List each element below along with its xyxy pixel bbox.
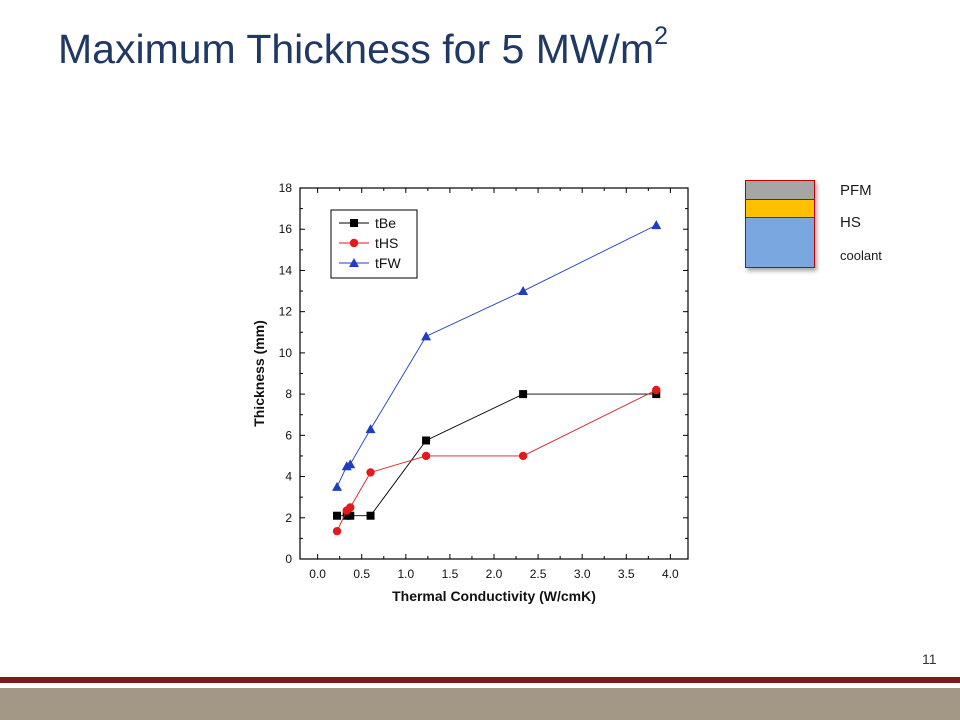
data-point-tHS <box>518 451 528 461</box>
y-tick-label: 4 <box>285 470 292 484</box>
page-number: 11 <box>922 651 937 667</box>
x-tick-label: 1.5 <box>442 567 459 581</box>
legend-label-tHS: tHS <box>375 235 398 251</box>
legend-marker-tHS <box>349 238 359 248</box>
data-point-tBe <box>366 511 375 520</box>
series-line-tBe <box>337 393 657 517</box>
legend-marker-tBe <box>350 219 358 227</box>
legend-box <box>330 209 418 279</box>
y-tick-label: 6 <box>285 428 292 442</box>
layer-stack-diagram <box>745 180 815 268</box>
y-tick-label: 10 <box>279 346 293 360</box>
hs-label: HS <box>840 214 861 231</box>
data-point-tBe <box>422 436 431 445</box>
x-tick-label: 2.5 <box>530 567 547 581</box>
x-tick-label: 2.0 <box>486 567 503 581</box>
slide-title: Maximum Thickness for 5 MW/m2 <box>58 22 668 73</box>
pfm-label: PFM <box>840 182 872 199</box>
hs-layer <box>745 199 815 219</box>
data-point-tBe <box>333 511 342 520</box>
y-tick-label: 2 <box>285 511 292 525</box>
legend-label-tBe: tBe <box>375 215 396 231</box>
coolant-label: coolant <box>840 248 882 263</box>
data-point-tFW <box>332 481 343 491</box>
x-tick-label: 0.5 <box>353 567 370 581</box>
pfm-layer <box>745 180 815 201</box>
data-point-tFW <box>518 286 529 296</box>
data-point-tBe <box>519 390 528 399</box>
footer-rule <box>0 677 960 683</box>
y-tick-label: 12 <box>279 305 293 319</box>
data-point-tHS <box>652 385 661 395</box>
y-axis-label: Thickness (mm) <box>251 320 267 427</box>
y-tick-label: 16 <box>279 222 293 236</box>
x-tick-label: 4.0 <box>662 567 679 581</box>
y-tick-label: 18 <box>279 181 293 195</box>
data-point-tFW <box>365 424 376 434</box>
x-tick-label: 0.0 <box>309 567 326 581</box>
slide-title-superscript: 2 <box>654 22 669 50</box>
y-tick-label: 14 <box>279 263 293 277</box>
y-tick-label: 8 <box>285 387 292 401</box>
legend-marker-tFW <box>349 258 359 267</box>
data-point-tFW <box>345 459 356 469</box>
x-tick-label: 1.0 <box>397 567 414 581</box>
y-tick-label: 0 <box>285 552 292 566</box>
legend-label-tFW: tFW <box>375 255 401 271</box>
coolant-layer <box>745 217 815 268</box>
data-point-tHS <box>366 468 375 477</box>
data-point-tBe <box>346 511 355 520</box>
x-tick-label: 3.5 <box>618 567 635 581</box>
x-axis-label: Thermal Conductivity (W/cmK) <box>392 588 596 604</box>
data-point-tHS <box>332 526 342 536</box>
slide-title-text: Maximum Thickness for 5 MW/m <box>58 26 655 72</box>
footer-band <box>0 688 960 720</box>
data-point-tHS <box>421 451 431 461</box>
x-tick-label: 3.0 <box>574 567 591 581</box>
data-point-tFW <box>421 331 432 341</box>
data-point-tHS <box>346 503 355 512</box>
thickness-chart: 0.0 0.5 1.0 1.5 2.0 2.5 3.0 3.5 4.0 0 2 4 6 8 10 12 14 16… <box>251 181 689 604</box>
series-line-tHS <box>336 389 657 532</box>
data-point-tFW <box>651 220 662 230</box>
